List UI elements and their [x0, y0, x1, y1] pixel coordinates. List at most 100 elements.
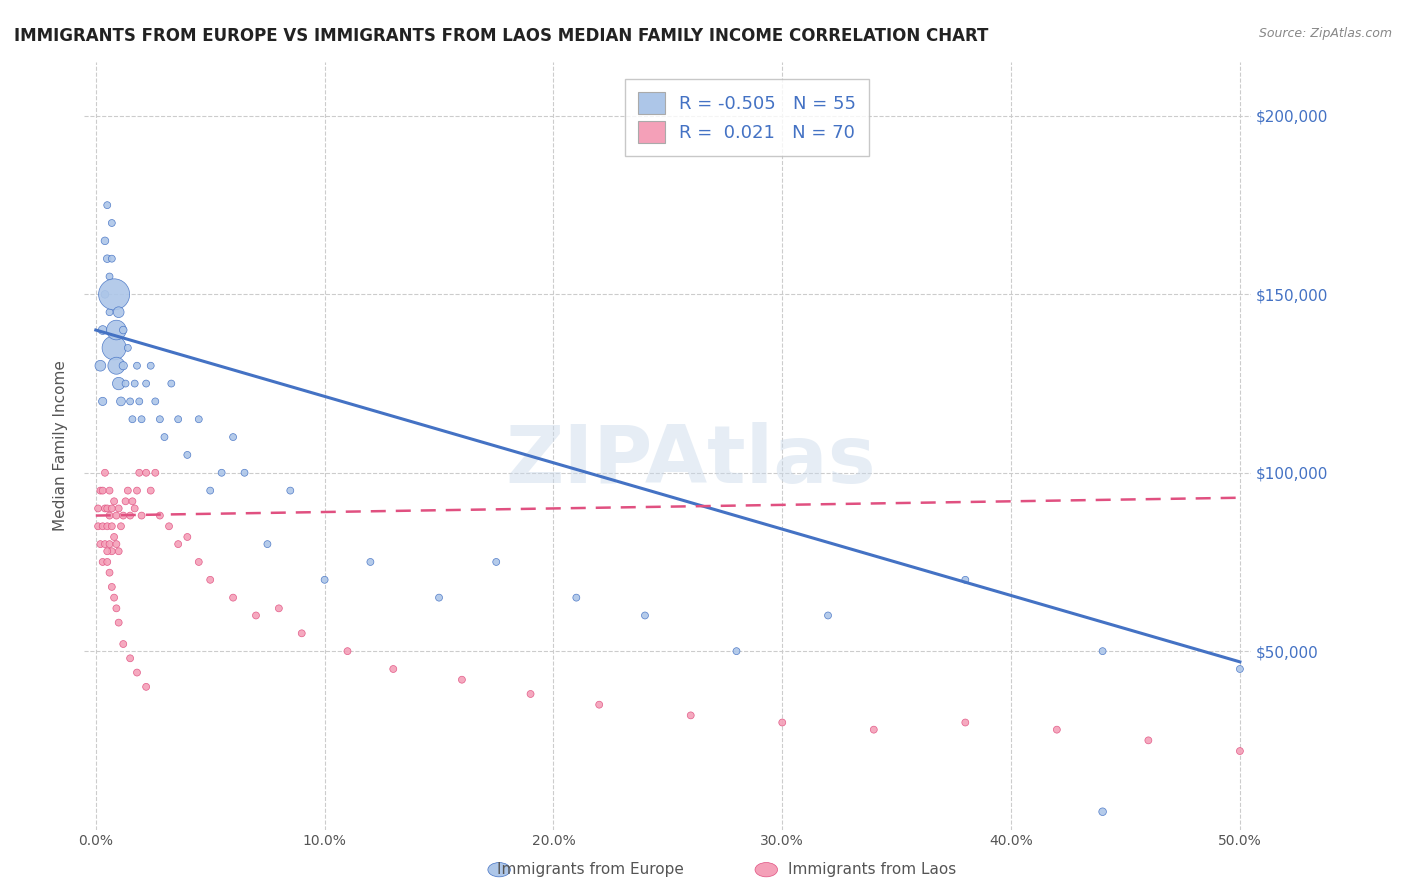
Point [96, 519, 118, 533]
Point [770, 715, 793, 730]
Point [110, 394, 132, 409]
Point [256, 537, 278, 551]
Point [117, 483, 139, 498]
Text: ZIPAtlas: ZIPAtlas [506, 422, 876, 500]
Point [187, 555, 209, 569]
Point [125, 359, 148, 373]
Point [98, 508, 121, 523]
Point [1229, 662, 1251, 676]
Point [103, 494, 125, 508]
Point [94, 466, 117, 480]
Point [160, 376, 183, 391]
Point [233, 466, 256, 480]
Point [135, 680, 157, 694]
Point [634, 608, 657, 623]
Point [96, 501, 118, 516]
Point [131, 508, 153, 523]
Point [105, 537, 128, 551]
Point [1091, 805, 1114, 819]
Point [565, 591, 588, 605]
Point [955, 715, 977, 730]
Point [128, 394, 150, 409]
Point [112, 359, 135, 373]
Point [336, 644, 359, 658]
Point [114, 494, 136, 508]
Point [1229, 744, 1251, 758]
Point [98, 483, 121, 498]
Point [87, 519, 110, 533]
Point [485, 555, 508, 569]
Point [176, 530, 198, 544]
Point [101, 519, 124, 533]
Point [89, 483, 111, 498]
Point [94, 537, 117, 551]
Point [1137, 733, 1160, 747]
Point [101, 252, 124, 266]
Point [96, 544, 118, 558]
Point [167, 412, 190, 426]
Point [110, 519, 132, 533]
Point [124, 501, 146, 516]
Point [135, 466, 157, 480]
Point [125, 665, 148, 680]
Point [149, 412, 172, 426]
Point [105, 359, 128, 373]
Point [382, 662, 405, 676]
Point [120, 651, 142, 665]
Point [157, 519, 180, 533]
Point [153, 430, 176, 444]
Point [135, 376, 157, 391]
Point [103, 341, 125, 355]
Point [101, 544, 124, 558]
Point [94, 234, 117, 248]
Point [120, 394, 142, 409]
Point [588, 698, 610, 712]
Text: Immigrants from Laos: Immigrants from Laos [787, 863, 956, 877]
Point [101, 501, 124, 516]
Point [143, 466, 166, 480]
Point [124, 376, 146, 391]
Point [107, 376, 129, 391]
Point [107, 501, 129, 516]
Point [679, 708, 702, 723]
Point [98, 566, 121, 580]
Point [98, 269, 121, 284]
Point [101, 580, 124, 594]
Text: IMMIGRANTS FROM EUROPE VS IMMIGRANTS FROM LAOS MEDIAN FAMILY INCOME CORRELATION : IMMIGRANTS FROM EUROPE VS IMMIGRANTS FRO… [14, 27, 988, 45]
Point [103, 530, 125, 544]
Point [222, 591, 245, 605]
Point [143, 394, 166, 409]
Point [120, 508, 142, 523]
Point [167, 537, 190, 551]
Point [98, 305, 121, 319]
Point [101, 216, 124, 230]
Point [1091, 644, 1114, 658]
Point [200, 483, 222, 498]
Point [103, 287, 125, 301]
Point [112, 508, 135, 523]
Point [87, 501, 110, 516]
Point [139, 359, 162, 373]
Point [96, 198, 118, 212]
Point [121, 412, 143, 426]
Point [91, 394, 114, 409]
Point [112, 637, 135, 651]
Y-axis label: Median Family Income: Median Family Income [53, 360, 69, 532]
Point [519, 687, 541, 701]
Point [89, 359, 111, 373]
Point [128, 466, 150, 480]
Point [1046, 723, 1069, 737]
Point [107, 305, 129, 319]
Point [278, 483, 301, 498]
Point [125, 483, 148, 498]
Point [245, 608, 267, 623]
Point [112, 323, 135, 337]
Point [107, 544, 129, 558]
Legend: R = -0.505   N = 55, R =  0.021   N = 70: R = -0.505 N = 55, R = 0.021 N = 70 [626, 79, 869, 156]
Point [117, 341, 139, 355]
Point [176, 448, 198, 462]
Point [139, 483, 162, 498]
Point [291, 626, 314, 640]
Text: Source: ZipAtlas.com: Source: ZipAtlas.com [1258, 27, 1392, 40]
Point [91, 519, 114, 533]
